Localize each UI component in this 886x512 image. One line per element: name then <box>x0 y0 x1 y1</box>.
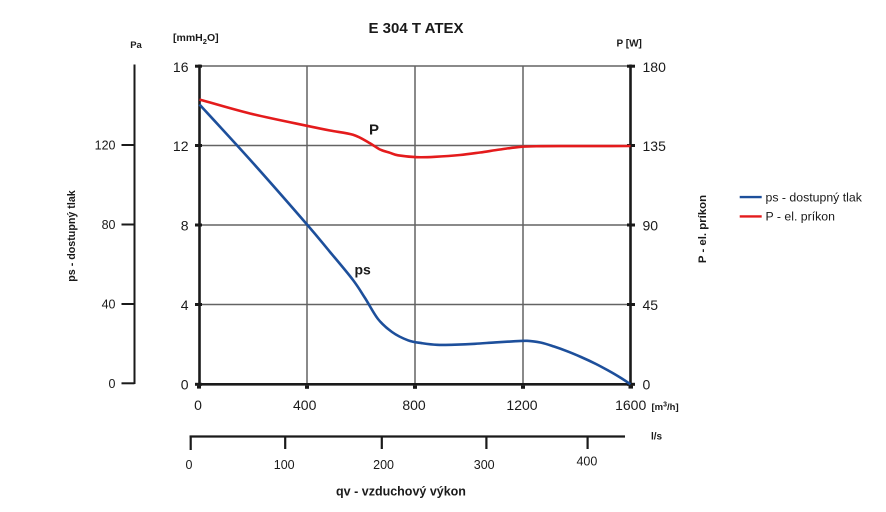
svg-text:ps - dostupný tlak: ps - dostupný tlak <box>66 190 78 282</box>
svg-text:4: 4 <box>181 297 189 313</box>
svg-text:8: 8 <box>181 218 189 234</box>
svg-text:90: 90 <box>643 218 659 234</box>
svg-text:0: 0 <box>194 397 202 413</box>
svg-text:1600: 1600 <box>615 397 646 413</box>
svg-text:800: 800 <box>402 397 426 413</box>
svg-text:P - el. príkon: P - el. príkon <box>697 195 709 263</box>
svg-text:400: 400 <box>293 397 317 413</box>
svg-text:0: 0 <box>109 377 116 391</box>
svg-text:[mmH2O]: [mmH2O] <box>173 32 219 46</box>
svg-text:[m3/h]: [m3/h] <box>652 402 679 414</box>
svg-text:0: 0 <box>181 377 189 393</box>
svg-text:P [W]: P [W] <box>617 38 642 49</box>
svg-text:300: 300 <box>474 458 495 472</box>
svg-text:ps - dostupný tlak: ps - dostupný tlak <box>766 190 863 204</box>
svg-text:1200: 1200 <box>506 397 537 413</box>
svg-text:qv - vzduchový výkon: qv - vzduchový výkon <box>336 485 466 499</box>
svg-text:12: 12 <box>173 138 189 154</box>
svg-text:45: 45 <box>643 297 659 313</box>
svg-text:400: 400 <box>576 455 597 469</box>
svg-text:16: 16 <box>173 59 189 75</box>
svg-text:80: 80 <box>102 218 116 232</box>
svg-text:100: 100 <box>274 458 295 472</box>
svg-text:180: 180 <box>643 59 667 75</box>
svg-text:0: 0 <box>643 377 651 393</box>
svg-text:0: 0 <box>186 458 193 472</box>
svg-text:ps: ps <box>355 262 372 278</box>
svg-text:200: 200 <box>373 458 394 472</box>
svg-text:P - el. príkon: P - el. príkon <box>766 210 836 224</box>
svg-text:120: 120 <box>95 139 116 153</box>
svg-text:P: P <box>369 121 379 138</box>
svg-text:E 304 T ATEX: E 304 T ATEX <box>368 20 463 37</box>
svg-text:Pa: Pa <box>130 40 142 51</box>
svg-text:l/s: l/s <box>651 432 663 443</box>
svg-text:135: 135 <box>643 138 667 154</box>
svg-text:40: 40 <box>102 298 116 312</box>
